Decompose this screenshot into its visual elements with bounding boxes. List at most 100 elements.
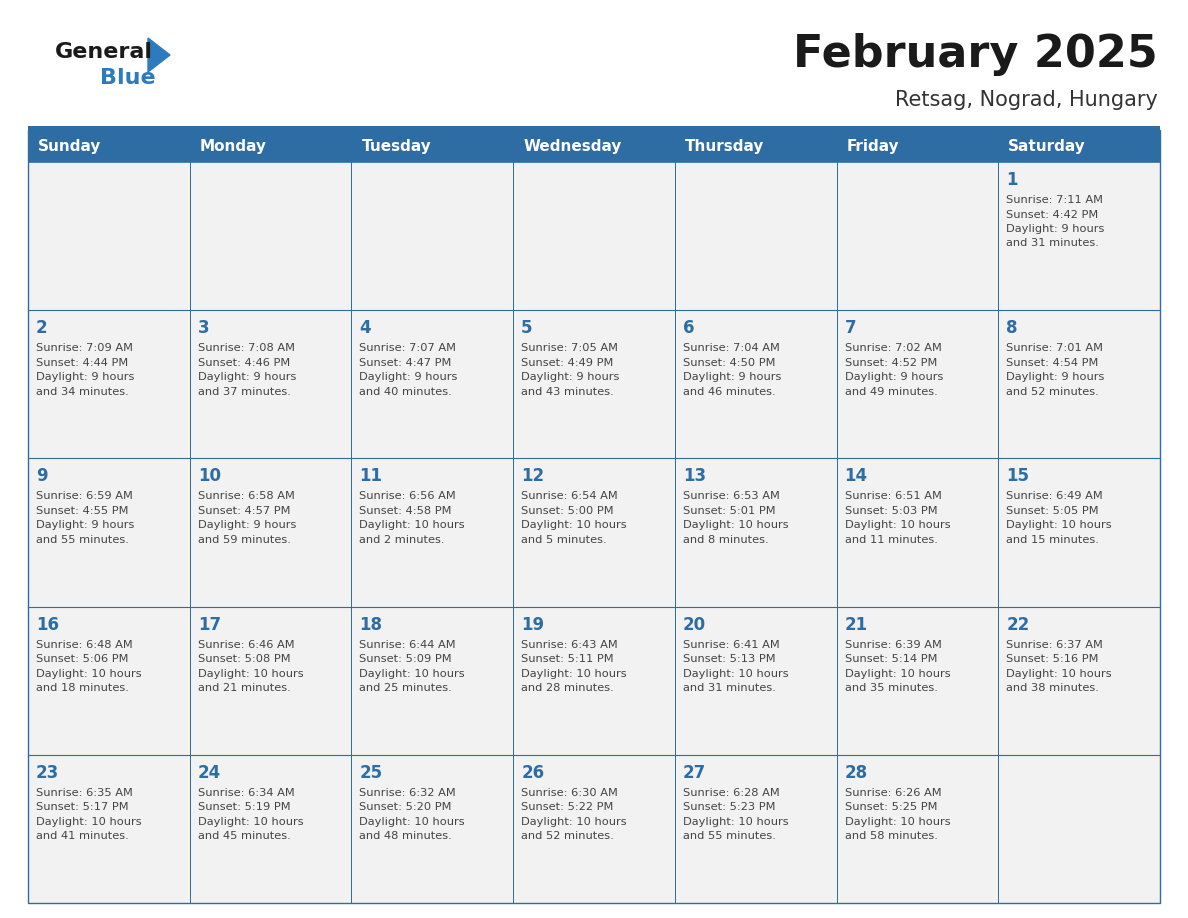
Bar bbox=[29, 126, 1159, 130]
Bar bbox=[998, 607, 1159, 755]
Text: and 31 minutes.: and 31 minutes. bbox=[683, 683, 776, 693]
Text: and 28 minutes.: and 28 minutes. bbox=[522, 683, 614, 693]
Text: Sunset: 4:42 PM: Sunset: 4:42 PM bbox=[1006, 209, 1099, 219]
Bar bbox=[29, 310, 190, 458]
Text: and 11 minutes.: and 11 minutes. bbox=[845, 535, 937, 545]
Text: Sunrise: 6:28 AM: Sunrise: 6:28 AM bbox=[683, 788, 779, 798]
Text: and 38 minutes.: and 38 minutes. bbox=[1006, 683, 1099, 693]
Text: Daylight: 9 hours: Daylight: 9 hours bbox=[1006, 224, 1105, 234]
Text: Daylight: 10 hours: Daylight: 10 hours bbox=[197, 668, 303, 678]
Text: and 8 minutes.: and 8 minutes. bbox=[683, 535, 769, 545]
Text: Daylight: 10 hours: Daylight: 10 hours bbox=[845, 817, 950, 827]
Text: Sunrise: 6:26 AM: Sunrise: 6:26 AM bbox=[845, 788, 941, 798]
Text: Daylight: 10 hours: Daylight: 10 hours bbox=[360, 668, 465, 678]
Text: Monday: Monday bbox=[200, 139, 267, 153]
Text: 28: 28 bbox=[845, 764, 867, 782]
Text: Daylight: 10 hours: Daylight: 10 hours bbox=[522, 817, 627, 827]
Bar bbox=[675, 310, 836, 458]
Text: Daylight: 10 hours: Daylight: 10 hours bbox=[683, 521, 789, 531]
Text: 16: 16 bbox=[36, 616, 59, 633]
Text: Daylight: 10 hours: Daylight: 10 hours bbox=[522, 521, 627, 531]
Text: 11: 11 bbox=[360, 467, 383, 486]
Text: Sunrise: 6:39 AM: Sunrise: 6:39 AM bbox=[845, 640, 941, 650]
Text: and 48 minutes.: and 48 minutes. bbox=[360, 832, 453, 841]
Bar bbox=[998, 162, 1159, 310]
Text: Sunset: 5:06 PM: Sunset: 5:06 PM bbox=[36, 655, 128, 664]
Bar bbox=[352, 607, 513, 755]
Bar bbox=[352, 755, 513, 903]
Bar bbox=[675, 458, 836, 607]
Text: Thursday: Thursday bbox=[684, 139, 764, 153]
Bar bbox=[513, 162, 675, 310]
Text: Saturday: Saturday bbox=[1009, 139, 1086, 153]
Text: 12: 12 bbox=[522, 467, 544, 486]
Text: 9: 9 bbox=[36, 467, 48, 486]
Text: and 37 minutes.: and 37 minutes. bbox=[197, 386, 291, 397]
Text: and 5 minutes.: and 5 minutes. bbox=[522, 535, 607, 545]
Text: and 43 minutes.: and 43 minutes. bbox=[522, 386, 614, 397]
Bar bbox=[836, 458, 998, 607]
Text: Sunrise: 6:35 AM: Sunrise: 6:35 AM bbox=[36, 788, 133, 798]
Text: 20: 20 bbox=[683, 616, 706, 633]
Text: Daylight: 10 hours: Daylight: 10 hours bbox=[360, 521, 465, 531]
Text: Sunrise: 6:53 AM: Sunrise: 6:53 AM bbox=[683, 491, 779, 501]
Text: Sunrise: 7:01 AM: Sunrise: 7:01 AM bbox=[1006, 343, 1104, 353]
Text: and 21 minutes.: and 21 minutes. bbox=[197, 683, 290, 693]
Text: 6: 6 bbox=[683, 319, 694, 337]
Text: Daylight: 10 hours: Daylight: 10 hours bbox=[360, 817, 465, 827]
Text: Sunrise: 7:04 AM: Sunrise: 7:04 AM bbox=[683, 343, 779, 353]
Text: and 46 minutes.: and 46 minutes. bbox=[683, 386, 776, 397]
Text: Sunset: 5:22 PM: Sunset: 5:22 PM bbox=[522, 802, 613, 812]
Text: 4: 4 bbox=[360, 319, 371, 337]
Text: Daylight: 9 hours: Daylight: 9 hours bbox=[360, 372, 457, 382]
Text: Daylight: 10 hours: Daylight: 10 hours bbox=[522, 668, 627, 678]
Text: 27: 27 bbox=[683, 764, 706, 782]
Text: Sunset: 4:44 PM: Sunset: 4:44 PM bbox=[36, 358, 128, 368]
Text: 2: 2 bbox=[36, 319, 48, 337]
Bar bbox=[513, 607, 675, 755]
Text: Sunset: 4:57 PM: Sunset: 4:57 PM bbox=[197, 506, 290, 516]
Text: and 41 minutes.: and 41 minutes. bbox=[36, 832, 128, 841]
Text: Daylight: 9 hours: Daylight: 9 hours bbox=[522, 372, 619, 382]
Text: Daylight: 9 hours: Daylight: 9 hours bbox=[683, 372, 782, 382]
Text: Sunrise: 6:41 AM: Sunrise: 6:41 AM bbox=[683, 640, 779, 650]
Text: and 45 minutes.: and 45 minutes. bbox=[197, 832, 290, 841]
Text: February 2025: February 2025 bbox=[794, 33, 1158, 76]
Text: Sunset: 4:55 PM: Sunset: 4:55 PM bbox=[36, 506, 128, 516]
Bar bbox=[29, 755, 190, 903]
Text: Sunrise: 6:48 AM: Sunrise: 6:48 AM bbox=[36, 640, 133, 650]
Text: Daylight: 9 hours: Daylight: 9 hours bbox=[36, 521, 134, 531]
Text: Daylight: 10 hours: Daylight: 10 hours bbox=[36, 668, 141, 678]
Text: and 58 minutes.: and 58 minutes. bbox=[845, 832, 937, 841]
Text: 22: 22 bbox=[1006, 616, 1030, 633]
Text: Sunset: 4:47 PM: Sunset: 4:47 PM bbox=[360, 358, 451, 368]
Text: 18: 18 bbox=[360, 616, 383, 633]
Text: Daylight: 10 hours: Daylight: 10 hours bbox=[845, 521, 950, 531]
Text: and 52 minutes.: and 52 minutes. bbox=[522, 832, 614, 841]
Text: 7: 7 bbox=[845, 319, 857, 337]
Text: 14: 14 bbox=[845, 467, 867, 486]
Text: Sunset: 5:25 PM: Sunset: 5:25 PM bbox=[845, 802, 937, 812]
Bar bbox=[29, 130, 1159, 162]
Text: 1: 1 bbox=[1006, 171, 1018, 189]
Text: Sunset: 5:03 PM: Sunset: 5:03 PM bbox=[845, 506, 937, 516]
Text: Sunrise: 6:59 AM: Sunrise: 6:59 AM bbox=[36, 491, 133, 501]
Text: and 49 minutes.: and 49 minutes. bbox=[845, 386, 937, 397]
Text: Sunset: 5:20 PM: Sunset: 5:20 PM bbox=[360, 802, 451, 812]
Bar bbox=[998, 458, 1159, 607]
Text: Daylight: 10 hours: Daylight: 10 hours bbox=[845, 668, 950, 678]
Bar bbox=[675, 755, 836, 903]
Text: Sunrise: 6:51 AM: Sunrise: 6:51 AM bbox=[845, 491, 941, 501]
Bar bbox=[836, 755, 998, 903]
Bar bbox=[29, 607, 190, 755]
Text: Sunrise: 6:54 AM: Sunrise: 6:54 AM bbox=[522, 491, 618, 501]
Text: Sunset: 5:23 PM: Sunset: 5:23 PM bbox=[683, 802, 776, 812]
Text: Daylight: 9 hours: Daylight: 9 hours bbox=[36, 372, 134, 382]
Text: Sunset: 5:08 PM: Sunset: 5:08 PM bbox=[197, 655, 290, 664]
Text: Sunset: 5:19 PM: Sunset: 5:19 PM bbox=[197, 802, 290, 812]
Bar bbox=[352, 458, 513, 607]
Text: and 15 minutes.: and 15 minutes. bbox=[1006, 535, 1099, 545]
Text: Retsag, Nograd, Hungary: Retsag, Nograd, Hungary bbox=[895, 90, 1158, 110]
Text: Sunset: 5:13 PM: Sunset: 5:13 PM bbox=[683, 655, 776, 664]
Bar bbox=[675, 607, 836, 755]
